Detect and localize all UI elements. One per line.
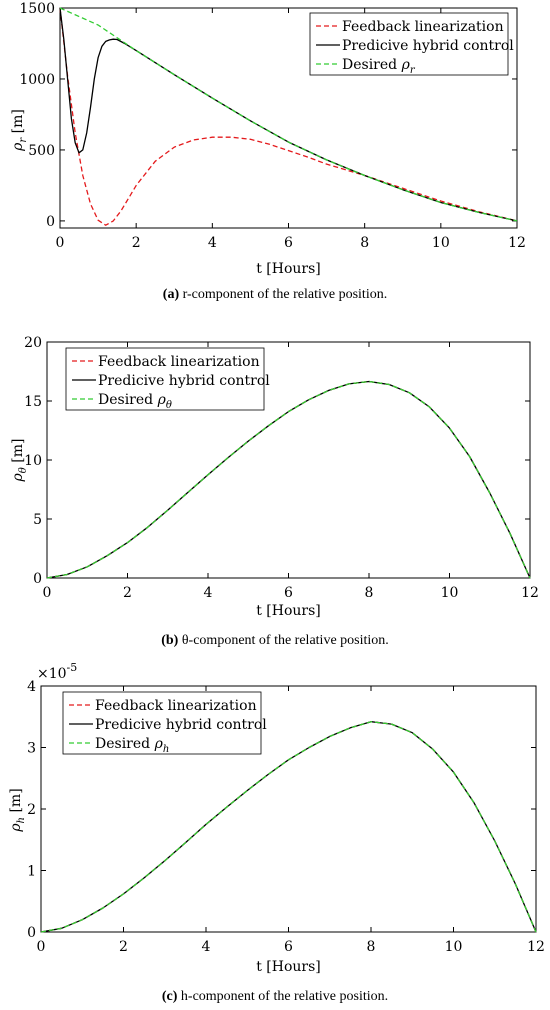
x-tick-label: 10 — [441, 585, 459, 601]
legend-box — [309, 12, 509, 76]
legend-box — [65, 347, 265, 411]
series-line-0 — [59, 7, 518, 226]
caption-text: θ-component of the relative position. — [178, 633, 388, 648]
x-tick-label: 2 — [123, 585, 132, 601]
caption-label: (c) — [162, 989, 178, 1004]
x-axis-label: t [Hours] — [256, 261, 321, 277]
y-tick-label: 1500 — [19, 1, 55, 17]
y-axis-label: ρr [m] — [10, 109, 29, 152]
legend-subscript: h — [163, 744, 169, 755]
y-label-subscript: θ — [18, 467, 29, 473]
y-label-symbol: ρ — [10, 472, 26, 482]
legend-label: Feedback linearization — [95, 698, 257, 714]
x-tick-label: 4 — [204, 585, 213, 601]
legend-label: Desired ρr — [342, 57, 416, 76]
x-tick-label: 6 — [284, 585, 293, 601]
x-tick-label: 0 — [37, 939, 46, 955]
series-line-1 — [59, 7, 518, 222]
legend-subscript: r — [410, 65, 416, 76]
y-tick-label: 20 — [24, 335, 42, 351]
y-tick-label: 15 — [24, 394, 42, 410]
series-line-2 — [40, 721, 537, 933]
legend-symbol: ρ — [150, 736, 163, 752]
x-tick-label: 4 — [202, 939, 211, 955]
y-label-symbol: ρ — [10, 142, 26, 152]
y-tick-label: 500 — [28, 143, 55, 159]
legend-subscript: θ — [166, 400, 172, 411]
x-tick-label: 10 — [445, 939, 463, 955]
legend: Feedback linearization Predicive hybrid c… — [62, 691, 267, 755]
caption-label: (a) — [163, 287, 180, 302]
y-label-unit: [m] — [10, 109, 26, 138]
legend: Feedback linearization Predicive hybrid c… — [309, 12, 514, 76]
caption-label: (b) — [161, 633, 178, 648]
x-tick-label: 10 — [432, 235, 450, 251]
x-tick-label: 4 — [208, 235, 217, 251]
y-tick-label: 1 — [27, 864, 36, 880]
y-tick-label: 0 — [33, 571, 42, 587]
y-label-subscript: r — [18, 137, 29, 143]
y-tick-label: 1000 — [19, 72, 55, 88]
legend-box — [62, 691, 262, 755]
x-tick-label: 6 — [284, 235, 293, 251]
x-tick-label: 12 — [508, 235, 526, 251]
legend-label: Feedback linearization — [98, 354, 260, 370]
x-tick-label: 8 — [360, 235, 369, 251]
x-tick-label: 0 — [43, 585, 52, 601]
y-label-symbol: ρ — [8, 823, 24, 833]
legend-label: Predicive hybrid control — [95, 717, 267, 733]
figure-caption: (c) h-component of the relative position… — [162, 989, 388, 1004]
x-tick-label: 8 — [367, 939, 376, 955]
legend-symbol: ρ — [153, 392, 166, 408]
axis-exponent: ×10-5 — [37, 661, 77, 682]
x-tick-label: 2 — [132, 235, 141, 251]
y-axis-label: ρθ [m] — [10, 439, 29, 483]
legend-label: Feedback linearization — [342, 19, 504, 35]
legend-label: Predicive hybrid control — [98, 373, 270, 389]
figure-caption: (a) r-component of the relative position… — [163, 287, 387, 302]
y-label-subscript: h — [16, 817, 27, 823]
caption-text: r-component of the relative position. — [179, 287, 387, 302]
y-tick-label: 4 — [27, 679, 36, 695]
y-tick-label: 10 — [24, 453, 42, 469]
legend-label: Desired ρθ — [98, 392, 172, 411]
series-line-2 — [46, 380, 531, 579]
x-tick-label: 6 — [284, 939, 293, 955]
y-label-unit: [m] — [8, 788, 24, 817]
legend-label: Desired ρh — [95, 736, 169, 755]
legend: Feedback linearization Predicive hybrid c… — [65, 347, 270, 411]
legend-symbol: ρ — [397, 57, 410, 73]
x-axis-label: t [Hours] — [256, 603, 321, 619]
figure-caption: (b) θ-component of the relative position… — [161, 633, 389, 648]
series-line-2 — [59, 7, 518, 222]
y-tick-label: 0 — [46, 214, 55, 230]
x-tick-label: 12 — [527, 939, 545, 955]
caption-text: h-component of the relative position. — [177, 989, 388, 1004]
y-tick-label: 0 — [27, 925, 36, 941]
y-tick-label: 2 — [27, 802, 36, 818]
y-tick-label: 5 — [33, 512, 42, 528]
legend-label: Predicive hybrid control — [342, 38, 514, 54]
y-tick-label: 3 — [27, 741, 36, 757]
y-label-unit: [m] — [10, 439, 26, 468]
x-tick-label: 8 — [365, 585, 374, 601]
axis-exponent-power: -5 — [67, 661, 78, 674]
x-axis-label: t [Hours] — [256, 959, 321, 975]
x-tick-label: 0 — [56, 235, 65, 251]
x-tick-label: 12 — [521, 585, 539, 601]
x-tick-label: 2 — [119, 939, 128, 955]
y-axis-label: ρh [m] — [8, 788, 27, 832]
